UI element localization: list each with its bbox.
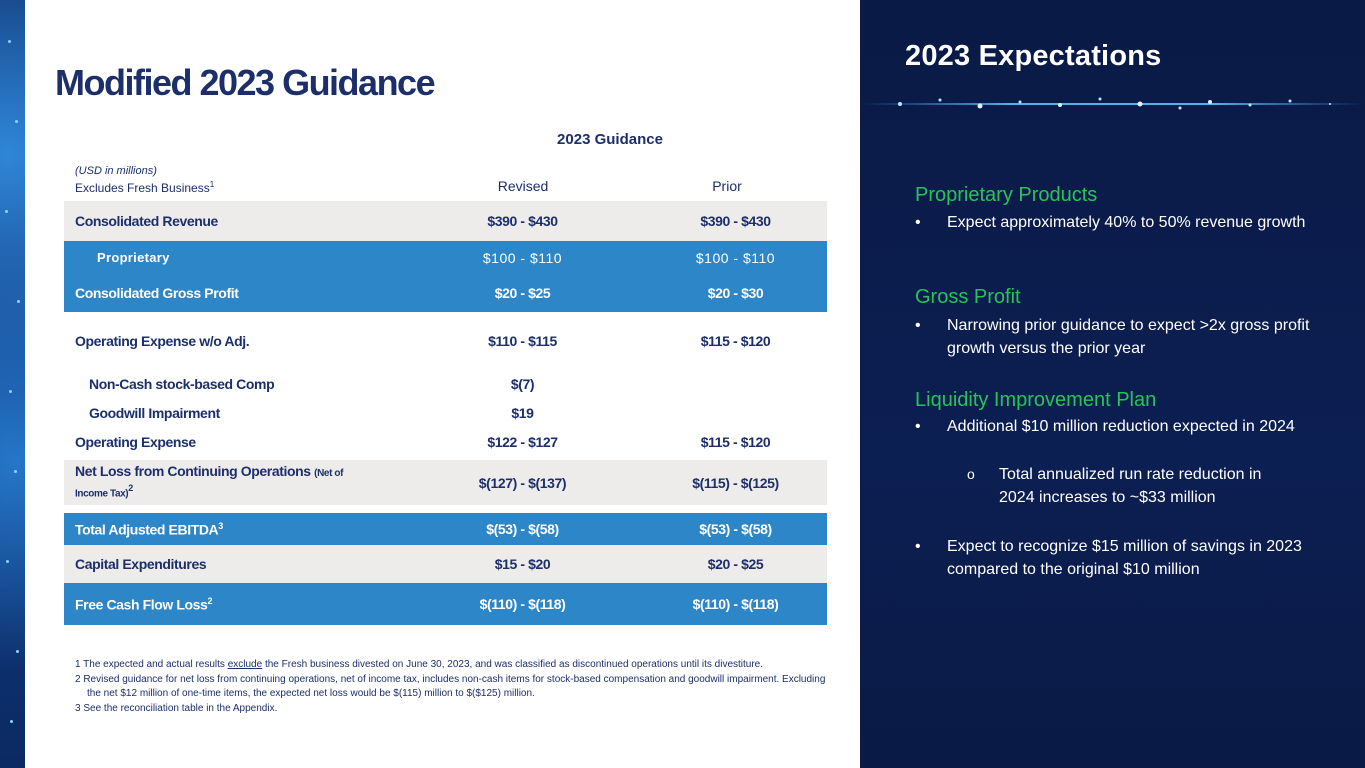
- row-label-text: Free Cash Flow Loss: [75, 596, 208, 613]
- table-row-net-loss: Net Loss from Continuing Operations (Net…: [64, 460, 827, 505]
- excludes-note-text: Excludes Fresh Business: [75, 181, 210, 195]
- bullet-text: Expect to recognize $15 million of savin…: [947, 538, 1302, 578]
- row-prior: $100 - $110: [695, 249, 776, 266]
- footnote-1: 1 The expected and actual results exclud…: [75, 658, 835, 673]
- sub-bullet-liquidity: o Total annualized run rate reduction in…: [967, 463, 1297, 509]
- row-revised: $(7): [510, 376, 535, 392]
- row-revised: $110 - $115: [488, 333, 557, 349]
- row-prior: $(115) - $(125): [692, 474, 779, 491]
- row-revised: $122 - $127: [487, 434, 558, 450]
- table-row-proprietary: Proprietary $100 - $110 $100 - $110: [64, 241, 827, 274]
- expectations-panel: 2023 Expectations Proprietary Products •…: [860, 0, 1365, 768]
- row-label: Consolidated Revenue: [75, 213, 218, 229]
- row-label: Proprietary: [97, 250, 170, 265]
- table-row-capital-expenditures: Capital Expenditures $15 - $20 $20 - $25: [64, 545, 827, 583]
- row-prior: $(53) - $(58): [699, 521, 772, 537]
- row-revised: $(110) - $(118): [479, 596, 566, 612]
- table-row-stock-based-comp: Non-Cash stock-based Comp $(7): [64, 372, 827, 396]
- row-prior: $390 - $430: [700, 213, 771, 229]
- footnotes: 1 The expected and actual results exclud…: [75, 658, 835, 716]
- table-row-consolidated-gross-profit: Consolidated Gross Profit $20 - $25 $20 …: [64, 274, 827, 312]
- guidance-panel: Modified 2023 Guidance 2023 Guidance (US…: [25, 0, 860, 768]
- row-label: Non-Cash stock-based Comp: [89, 376, 275, 392]
- table-row-consolidated-revenue: Consolidated Revenue $390 - $430 $390 - …: [64, 201, 827, 241]
- section-heading-liquidity: Liquidity Improvement Plan: [915, 389, 1157, 411]
- bullet-text: Additional $10 million reduction expecte…: [947, 418, 1295, 435]
- bullet-mark: •: [915, 538, 921, 555]
- guidance-group-header: 2023 Guidance: [557, 131, 663, 148]
- row-prior: $20 - $25: [707, 556, 764, 572]
- bullet-mark: •: [915, 317, 921, 334]
- row-revised: $20 - $25: [494, 285, 551, 301]
- row-label-sup: 2: [207, 595, 213, 606]
- row-label: Consolidated Gross Profit: [75, 285, 239, 301]
- row-label: Net Loss from Continuing Operations (Net…: [64, 462, 462, 502]
- row-revised: $15 - $20: [494, 556, 551, 572]
- section-heading-gross-profit: Gross Profit: [915, 286, 1021, 308]
- footnote-2: 2 Revised guidance for net loss from con…: [75, 673, 826, 700]
- sub-bullet-text: Total annualized run rate reduction in 2…: [999, 466, 1262, 506]
- row-revised: $(53) - $(58): [486, 521, 559, 537]
- row-prior: $115 - $120: [700, 333, 771, 349]
- row-label: Capital Expenditures: [75, 556, 207, 572]
- bullet-text: Expect approximately 40% to 50% revenue …: [947, 214, 1306, 231]
- row-revised: $100 - $110: [482, 249, 563, 266]
- row-prior: $20 - $30: [707, 285, 764, 301]
- row-prior: $(110) - $(118): [692, 596, 779, 612]
- row-label-text: Net Loss from Continuing Operations: [75, 462, 311, 479]
- row-revised: $(127) - $(137): [478, 474, 567, 491]
- footnote-1-underlined: exclude: [227, 659, 263, 670]
- footnote-3: 3 See the reconciliation table in the Ap…: [75, 702, 278, 714]
- bullet-liquidity: • Additional $10 million reduction expec…: [915, 415, 1315, 438]
- expectations-title: 2023 Expectations: [905, 40, 1162, 72]
- table-row-adjusted-ebitda: Total Adjusted EBITDA3 $(53) - $(58) $(5…: [64, 513, 827, 545]
- row-label: Free Cash Flow Loss2: [64, 596, 462, 613]
- row-prior: $115 - $120: [700, 434, 771, 450]
- row-revised: $390 - $430: [487, 213, 558, 229]
- table-row-free-cash-flow-loss: Free Cash Flow Loss2 $(110) - $(118) $(1…: [64, 583, 827, 625]
- row-label-text: Total Adjusted EBITDA: [75, 521, 219, 538]
- section-heading-proprietary: Proprietary Products: [915, 184, 1098, 206]
- excludes-note-sup: 1: [209, 180, 215, 189]
- row-label: Operating Expense w/o Adj.: [75, 333, 250, 349]
- page-title: Modified 2023 Guidance: [55, 62, 436, 103]
- table-row-operating-expense-wo-adj: Operating Expense w/o Adj. $110 - $115 $…: [64, 325, 827, 357]
- bullet-text: Narrowing prior guidance to expect >2x g…: [947, 317, 1310, 357]
- excludes-note: Excludes Fresh Business1: [75, 180, 214, 195]
- decorative-dot-line: [860, 97, 1365, 110]
- row-revised: $19: [511, 405, 534, 421]
- unit-note: (USD in millions): [75, 165, 157, 177]
- decorative-left-strip: [0, 0, 25, 768]
- footnote-1-text-a: 1 The expected and actual results: [75, 659, 228, 670]
- row-label: Goodwill Impairment: [89, 405, 220, 421]
- row-label-note: (Net of: [314, 467, 344, 479]
- row-label-sup: 2: [128, 482, 133, 493]
- table-row-goodwill-impairment: Goodwill Impairment $19: [64, 401, 827, 425]
- row-label-note2: Income Tax): [75, 488, 129, 500]
- row-label: Total Adjusted EBITDA3: [64, 521, 462, 538]
- table-row-operating-expense: Operating Expense $122 - $127 $115 - $12…: [64, 429, 827, 455]
- bullet-gross-profit: • Narrowing prior guidance to expect >2x…: [915, 314, 1335, 360]
- bullet-savings: • Expect to recognize $15 million of sav…: [915, 535, 1315, 581]
- bullet-mark: •: [915, 418, 921, 435]
- bullet-mark: •: [915, 214, 921, 231]
- sub-bullet-mark: o: [967, 466, 975, 482]
- column-header-prior: Prior: [712, 178, 742, 194]
- column-header-revised: Revised: [497, 178, 549, 194]
- row-label: Operating Expense: [75, 434, 196, 450]
- footnote-1-text-b: the Fresh business divested on June 30, …: [262, 659, 764, 670]
- bullet-proprietary: • Expect approximately 40% to 50% revenu…: [915, 211, 1335, 234]
- row-label-sup: 3: [218, 520, 223, 531]
